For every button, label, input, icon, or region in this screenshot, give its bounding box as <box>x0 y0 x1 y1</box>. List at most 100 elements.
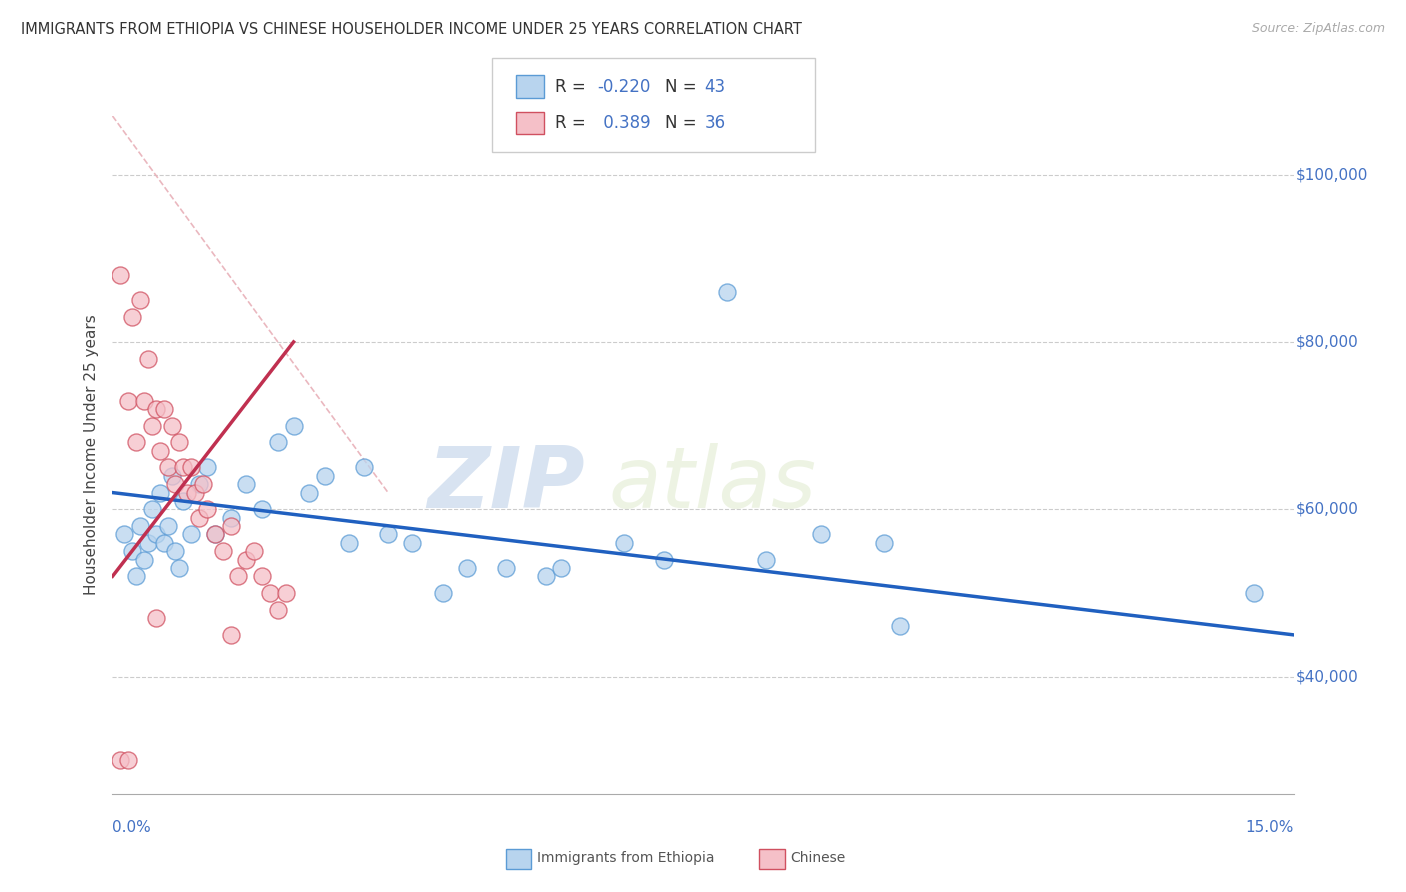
Text: 43: 43 <box>704 78 725 95</box>
Point <box>121 544 143 558</box>
Text: $100,000: $100,000 <box>1296 167 1368 182</box>
Point <box>259 586 281 600</box>
Point <box>534 569 557 583</box>
Point <box>145 527 167 541</box>
Point <box>377 527 399 541</box>
Point <box>188 477 211 491</box>
Point <box>211 544 233 558</box>
Point <box>156 519 179 533</box>
Point <box>267 435 290 450</box>
Point <box>810 527 832 541</box>
Y-axis label: Householder Income Under 25 years: Householder Income Under 25 years <box>83 315 98 595</box>
Point <box>204 527 226 541</box>
Point <box>219 510 242 524</box>
Point <box>250 502 273 516</box>
Text: R =: R = <box>555 114 592 132</box>
Point <box>145 611 167 625</box>
Point <box>1243 586 1265 600</box>
Point <box>141 418 163 433</box>
Point <box>235 552 257 566</box>
Text: $60,000: $60,000 <box>1296 502 1358 516</box>
Point <box>235 477 257 491</box>
Point <box>755 552 778 566</box>
Point <box>132 393 155 408</box>
Point <box>219 628 242 642</box>
Point <box>129 293 152 307</box>
Point <box>149 485 172 500</box>
Text: Immigrants from Ethiopia: Immigrants from Ethiopia <box>537 851 714 865</box>
Point <box>314 468 336 483</box>
Point <box>160 468 183 483</box>
Point <box>716 285 738 299</box>
Point <box>160 418 183 433</box>
Point <box>188 510 211 524</box>
Point <box>117 753 139 767</box>
Point <box>165 477 187 491</box>
Point <box>456 561 478 575</box>
Point <box>136 351 159 366</box>
Point <box>165 544 187 558</box>
Point <box>889 619 911 633</box>
Point <box>432 586 454 600</box>
Text: Chinese: Chinese <box>790 851 845 865</box>
Text: IMMIGRANTS FROM ETHIOPIA VS CHINESE HOUSEHOLDER INCOME UNDER 25 YEARS CORRELATIO: IMMIGRANTS FROM ETHIOPIA VS CHINESE HOUS… <box>21 22 801 37</box>
Point <box>298 485 321 500</box>
Point <box>169 435 191 450</box>
Point <box>117 393 139 408</box>
Text: 36: 36 <box>704 114 725 132</box>
Point <box>152 536 174 550</box>
Point <box>184 485 207 500</box>
Point <box>176 485 198 500</box>
Point <box>353 460 375 475</box>
Point <box>156 460 179 475</box>
Text: R =: R = <box>555 78 592 95</box>
Point <box>152 401 174 416</box>
Point <box>172 494 194 508</box>
Point <box>243 544 266 558</box>
Text: 15.0%: 15.0% <box>1246 821 1294 835</box>
Point <box>191 477 214 491</box>
Text: 0.0%: 0.0% <box>112 821 152 835</box>
Point <box>110 268 132 282</box>
Text: -0.220: -0.220 <box>598 78 651 95</box>
Point <box>250 569 273 583</box>
Point <box>129 519 152 533</box>
Text: 0.389: 0.389 <box>598 114 650 132</box>
Point <box>267 603 290 617</box>
Point <box>283 418 305 433</box>
Point <box>495 561 517 575</box>
Text: N =: N = <box>665 114 702 132</box>
Text: $80,000: $80,000 <box>1296 334 1358 350</box>
Point <box>149 443 172 458</box>
Point <box>112 527 135 541</box>
Point <box>136 536 159 550</box>
Text: Source: ZipAtlas.com: Source: ZipAtlas.com <box>1251 22 1385 36</box>
Point <box>219 519 242 533</box>
Point <box>180 460 202 475</box>
Point <box>125 435 148 450</box>
Point <box>125 569 148 583</box>
Point <box>110 753 132 767</box>
Text: atlas: atlas <box>609 442 817 525</box>
Point <box>274 586 297 600</box>
Point <box>613 536 636 550</box>
Point <box>172 460 194 475</box>
Point <box>652 552 675 566</box>
Point <box>204 527 226 541</box>
Point <box>132 552 155 566</box>
Point <box>169 561 191 575</box>
Point <box>873 536 896 550</box>
Point <box>180 527 202 541</box>
Text: N =: N = <box>665 78 702 95</box>
Point <box>550 561 572 575</box>
Point <box>195 460 218 475</box>
Point <box>121 310 143 324</box>
Point <box>228 569 250 583</box>
Text: ZIP: ZIP <box>427 442 585 525</box>
Point <box>195 502 218 516</box>
Point <box>145 401 167 416</box>
Point <box>401 536 423 550</box>
Point <box>337 536 360 550</box>
Point <box>141 502 163 516</box>
Text: $40,000: $40,000 <box>1296 669 1358 684</box>
